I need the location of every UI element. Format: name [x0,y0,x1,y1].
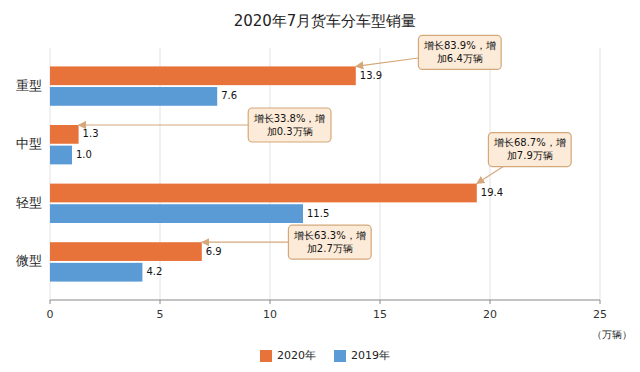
bars [50,66,477,281]
annotation-arrow [202,242,289,243]
data-label: 1.0 [76,149,92,160]
grid-line [270,48,271,300]
bar [50,204,303,223]
bar [50,66,356,85]
annotation-box [248,108,331,142]
legend: 2020年 2019年 [260,349,390,362]
annotation: 增长33.8%，增加0.3万辆 [79,108,331,142]
data-label: 19.4 [481,187,503,198]
annotation-text: 增长63.3%，增加2.7万辆 [293,230,366,254]
grid-line [600,48,601,300]
x-tick-label: 25 [593,308,607,321]
x-tick-label: 10 [263,308,277,321]
data-label: 13.9 [360,70,382,81]
annotation-text: 增长83.9%，增加6.4万辆 [423,40,496,64]
tick-mark [380,300,381,304]
annotation-arrow [79,124,249,125]
tick-mark [600,300,601,304]
bar [50,242,202,261]
annotation-line: 增长63.3%，增 [293,230,366,241]
annotation-line: 加0.3万辆 [267,126,313,137]
annotation-text: 增长33.8%，增加0.3万辆 [253,113,326,137]
annotation-line: 增长33.8%，增 [253,113,326,124]
annotation-arrow [477,167,504,184]
data-label: 1.3 [83,128,99,139]
chart: 2020年7月货车分车型销量 0 5 10 15 20 25 重型中型轻型微型 13.9 1.3 1… [0,0,640,372]
y-tick-label: 微型 [16,253,42,268]
data-label: 4.2 [146,266,162,277]
x-tick-label: 20 [483,308,497,321]
data-label: 11.5 [307,208,329,219]
annotation-box [418,35,501,69]
x-tick-label: 15 [373,308,387,321]
grid-line [50,48,51,300]
annotation: 增长83.9%，增加6.4万辆 [356,35,501,69]
annotation-box [488,133,571,167]
annotation-arrow [356,58,419,66]
bar [50,184,477,203]
x-axis-line [50,300,600,301]
annotation-line: 加6.4万辆 [437,53,483,64]
grid-line [490,48,491,300]
bar [50,146,72,165]
tick-mark [490,300,491,304]
x-axis-label: （万辆） [592,329,632,340]
x-tick-label: 5 [157,308,164,321]
legend-label: 2019年 [351,349,390,362]
grid [50,48,600,300]
data-label: 7.6 [221,90,237,101]
legend-label: 2020年 [277,349,316,362]
annotation-line: 加7.9万辆 [507,150,553,161]
title: 2020年7月货车分车型销量 [234,12,417,30]
annotation-line: 增长83.9%，增 [423,40,496,51]
tick-mark [160,300,161,304]
tick-mark [270,300,271,304]
annotation: 增长63.3%，增加2.7万辆 [202,225,371,259]
annotation-text: 增长68.7%，增加7.9万辆 [493,137,566,161]
legend-swatch [334,350,346,362]
annotation-box [288,225,371,259]
bar [50,125,79,144]
annotation-line: 增长68.7%，增 [493,137,566,148]
bar [50,263,142,282]
y-tick-label: 重型 [16,78,42,93]
y-tick-label: 轻型 [16,195,42,210]
annotation-line: 加2.7万辆 [307,243,353,254]
annotation: 增长68.7%，增加7.9万辆 [477,133,571,184]
x-tick-label: 0 [47,308,54,321]
bar [50,87,217,106]
background [0,0,640,372]
y-tick-label: 中型 [16,136,42,151]
tick-mark [50,300,51,304]
grid-line [160,48,161,300]
grid-line [380,48,381,300]
legend-swatch [260,350,272,362]
data-label: 6.9 [206,246,222,257]
